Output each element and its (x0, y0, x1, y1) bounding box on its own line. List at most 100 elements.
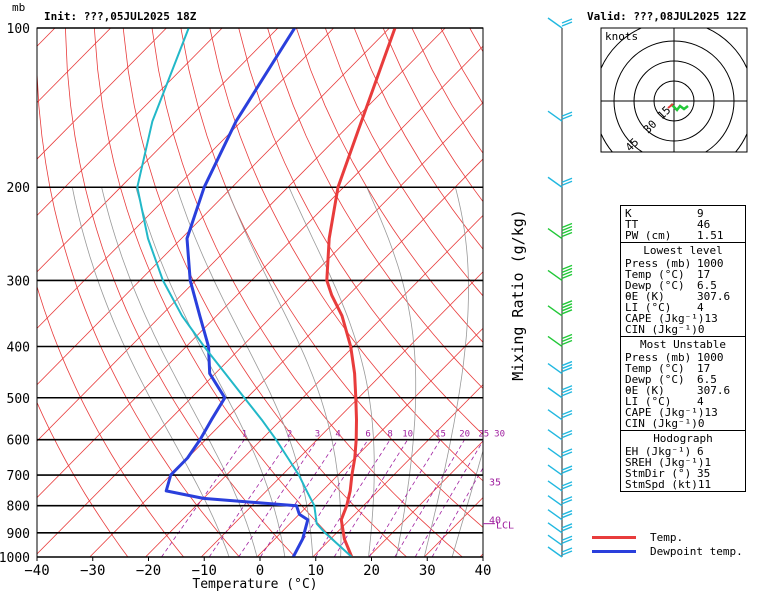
wind-barb-flag (561, 481, 573, 487)
wind-barb-flag (561, 451, 573, 457)
stat-value: 13 (704, 312, 718, 325)
stat-row: LI (°C) 4 (625, 302, 741, 313)
pressure-tick-label: 500 (7, 392, 30, 407)
stat-label: CAPE (Jkg⁻¹) (625, 312, 705, 325)
wind-barb-flag (561, 499, 573, 505)
stat-label: StmSpd (kt) (625, 478, 698, 491)
dry-adiabat (93, 28, 352, 557)
pressure-tick-label: 400 (7, 340, 30, 355)
x-tick-label: −20 (136, 563, 161, 579)
wind-barb-flag (561, 429, 573, 436)
stat-section-title: Hodograph (653, 432, 713, 445)
stat-label: Dewp (°C) (625, 373, 685, 386)
stat-label: LI (°C) (625, 301, 672, 314)
wind-barb-flag (561, 180, 573, 186)
stat-row: θE (K) 307.6 (625, 291, 741, 302)
stat-label: CIN (Jkg⁻¹) (625, 417, 698, 430)
x-tick-label: 20 (363, 563, 380, 579)
stat-row: Dewp (°C) 6.5 (625, 280, 741, 291)
wind-barb-flag (561, 484, 573, 490)
wind-barb-flag (561, 222, 573, 229)
legend-item: Dewpoint temp. (592, 544, 743, 558)
stat-row: CIN (Jkg⁻¹) 0 (625, 418, 741, 429)
legend: Temp. Dewpoint temp. (592, 530, 743, 558)
wind-barb-shaft (547, 495, 563, 507)
stat-label: LI (°C) (625, 395, 672, 408)
wind-barb-flag (561, 363, 573, 370)
wind-barb-shaft (547, 409, 563, 421)
dry-adiabat (122, 28, 407, 557)
wind-barb (547, 360, 573, 375)
right-axis-mark: 35 (489, 478, 501, 489)
wind-barb (547, 222, 573, 240)
wind-barb (547, 495, 573, 507)
wind-barb-flag (561, 300, 573, 306)
mixing-ratio-label: 30 (494, 430, 505, 440)
mixing-ratio-line (315, 439, 391, 557)
stat-value: 0 (697, 417, 705, 430)
dewpoint-profile (164, 28, 310, 557)
stat-label: EH (Jkg⁻¹) (625, 445, 692, 458)
stat-label: Press (mb) (625, 351, 692, 364)
wind-barb-shaft (547, 227, 563, 240)
wind-barb-shaft (547, 362, 563, 375)
wind-barb-shaft (547, 509, 563, 521)
wind-barb-flag (561, 309, 573, 315)
plot-frame (36, 27, 484, 558)
wind-barb-flag (561, 306, 573, 312)
stat-label: Press (mb) (625, 257, 692, 270)
stat-value: 307.6 (697, 384, 731, 397)
mixing-ratio-label: 1 (242, 430, 247, 440)
isotherm-line (37, 28, 334, 329)
stat-row: Dewp (°C) 6.5 (625, 374, 741, 385)
valid-time-label: Valid: ???,08JUL2025 12Z (587, 10, 746, 23)
mixing-ratio-label: 4 (335, 430, 340, 440)
wind-barb-shaft (547, 305, 563, 317)
stat-value: 1 (704, 456, 712, 469)
wind-barb (547, 546, 573, 558)
mixing-ratio-axis-label: Mixing Ratio (g/kg) (509, 209, 527, 381)
x-tick-label: 0 (256, 563, 264, 579)
wind-barb-flag (561, 410, 573, 416)
pressure-tick-label: 1000 (0, 551, 30, 566)
wind-barb-flag (561, 523, 573, 529)
mixing-ratio-label: 6 (365, 430, 370, 440)
pressure-tick-label: 300 (7, 274, 30, 289)
stats-table: K 9 TT 46 PW (cm) 1.51 Lowest level Press (mb)… (620, 205, 746, 492)
wind-barb-flag (561, 448, 573, 454)
lcl-label: LCL (496, 521, 514, 532)
wind-barb-shaft (547, 464, 563, 476)
legend-label: Dewpoint temp. (650, 544, 743, 558)
mixing-ratio-label: 3 (315, 430, 320, 440)
legend-swatch (592, 535, 636, 539)
wind-barb-flag (561, 273, 573, 280)
stat-row: TT 46 (625, 219, 741, 230)
stat-value: 4 (697, 395, 704, 408)
wind-barb-flag (561, 413, 573, 419)
stat-label: Dewp (°C) (625, 279, 685, 292)
stat-label: SREH (Jkg⁻¹) (625, 456, 705, 469)
x-axis-label: Temperature (°C) (192, 577, 317, 591)
legend-swatch (592, 549, 636, 553)
hodograph-storm-motion (667, 103, 674, 109)
isotherm-line (312, 384, 483, 557)
wind-barb-flag (561, 264, 573, 271)
indices-section: K 9 TT 46 PW (cm) 1.51 (620, 205, 746, 243)
stat-value: 1000 (697, 257, 724, 270)
right-axis-mark: 40 (489, 516, 501, 527)
stat-label: StmDir (°) (625, 467, 692, 480)
moist-adiabat (71, 187, 230, 557)
wind-barb-flag (561, 465, 573, 471)
dry-adiabat (238, 28, 483, 436)
mixing-ratio-line (414, 440, 483, 557)
wind-barb-shaft (547, 335, 563, 348)
wind-barb-flag (561, 432, 573, 439)
stat-value: 13 (704, 406, 718, 419)
mixing-ratio-label: 8 (387, 430, 392, 440)
dry-adiabat (209, 28, 483, 482)
wind-barb-flag (561, 225, 573, 232)
stat-row: θE (K) 307.6 (625, 385, 741, 396)
wind-barb-flag (561, 267, 573, 274)
wind-barb-flag (561, 366, 573, 373)
